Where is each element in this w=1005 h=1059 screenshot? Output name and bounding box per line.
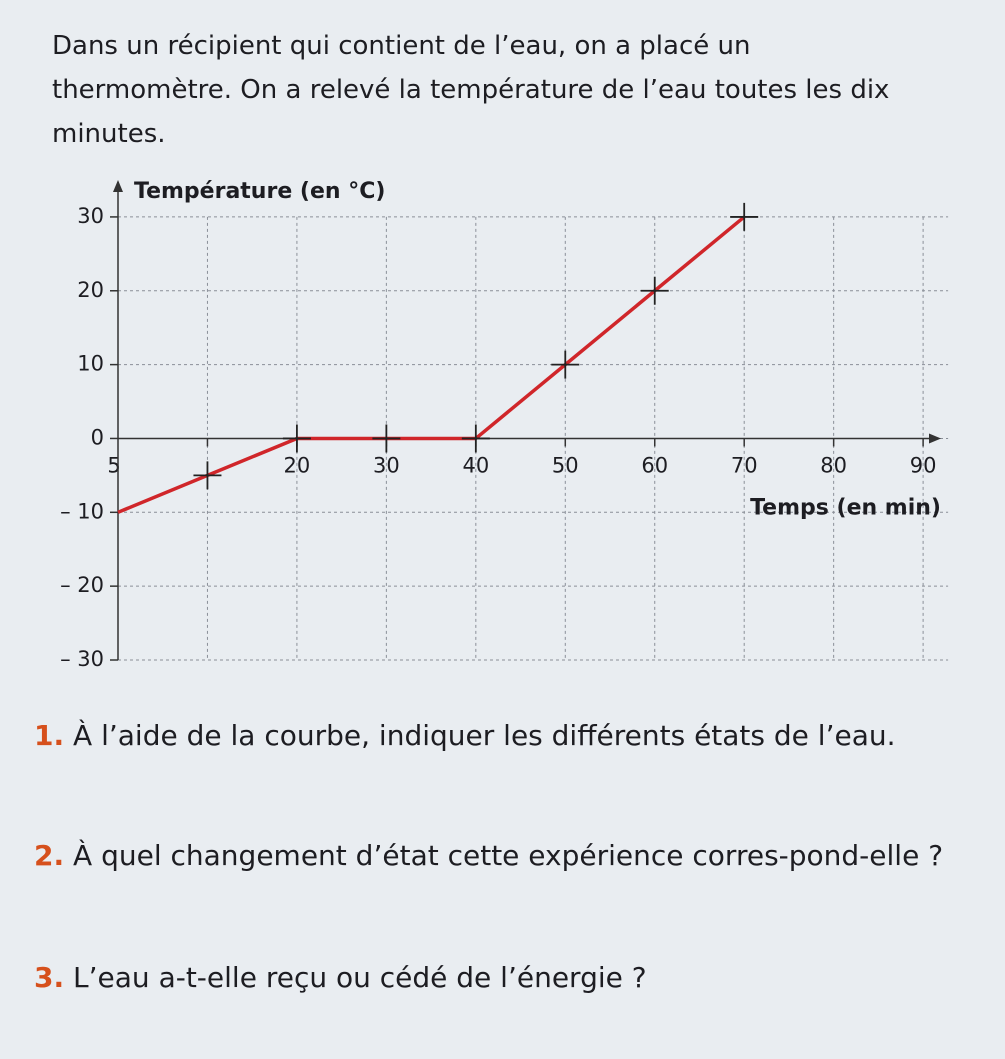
- data-point-cross: [282, 424, 311, 453]
- question-text: À quel changement d’état cette expérienc…: [73, 839, 944, 872]
- question-number: 2.: [34, 839, 65, 872]
- x-axis-label: Temps (en min): [750, 495, 941, 520]
- data-point-cross: [461, 424, 490, 453]
- y-axis-label: Température (en °C): [134, 179, 385, 204]
- data-point-cross: [551, 350, 580, 379]
- data-point-cross: [193, 461, 222, 490]
- x-tick-label: 70: [731, 453, 758, 477]
- data-point-cross: [640, 276, 669, 305]
- question-number: 1.: [34, 719, 65, 752]
- x-tick-label: 90: [910, 453, 937, 477]
- question-text: À l’aide de la courbe, indiquer les diff…: [73, 719, 896, 752]
- y-tick-label: 10: [77, 352, 104, 376]
- data-point-cross: [372, 424, 401, 453]
- intro-text: Dans un récipient qui contient de l’eau,…: [52, 31, 890, 149]
- y-tick-label: – 10: [60, 499, 104, 523]
- x-tick-label: 50: [552, 453, 579, 477]
- temperature-curve: [117, 215, 746, 514]
- x-tick-label: 30: [373, 453, 400, 477]
- question: 2. À quel changement d’état cette expéri…: [34, 822, 969, 890]
- y-tick-label: 30: [77, 204, 104, 228]
- y-tick-label: – 20: [60, 573, 104, 597]
- question-number: 3.: [34, 961, 65, 994]
- x-tick-label: 60: [641, 453, 668, 477]
- question: 3. L’eau a-t-elle reçu ou cédé de l’éner…: [34, 944, 969, 1012]
- x-tick-label: 80: [820, 453, 847, 477]
- data-point-cross: [730, 202, 759, 231]
- x-axis-arrow: [929, 433, 941, 444]
- question-text: L’eau a-t-elle reçu ou cédé de l’énergie…: [73, 961, 647, 994]
- y-tick-label: – 30: [60, 647, 104, 671]
- question: 1. À l’aide de la courbe, indiquer les d…: [34, 702, 969, 770]
- x-tick-label: 40: [462, 453, 489, 477]
- y-tick-label: 20: [77, 278, 104, 302]
- y-tick-label: 0: [91, 425, 104, 449]
- x-tick-label: 20: [284, 453, 311, 477]
- y-axis-arrow: [113, 180, 123, 192]
